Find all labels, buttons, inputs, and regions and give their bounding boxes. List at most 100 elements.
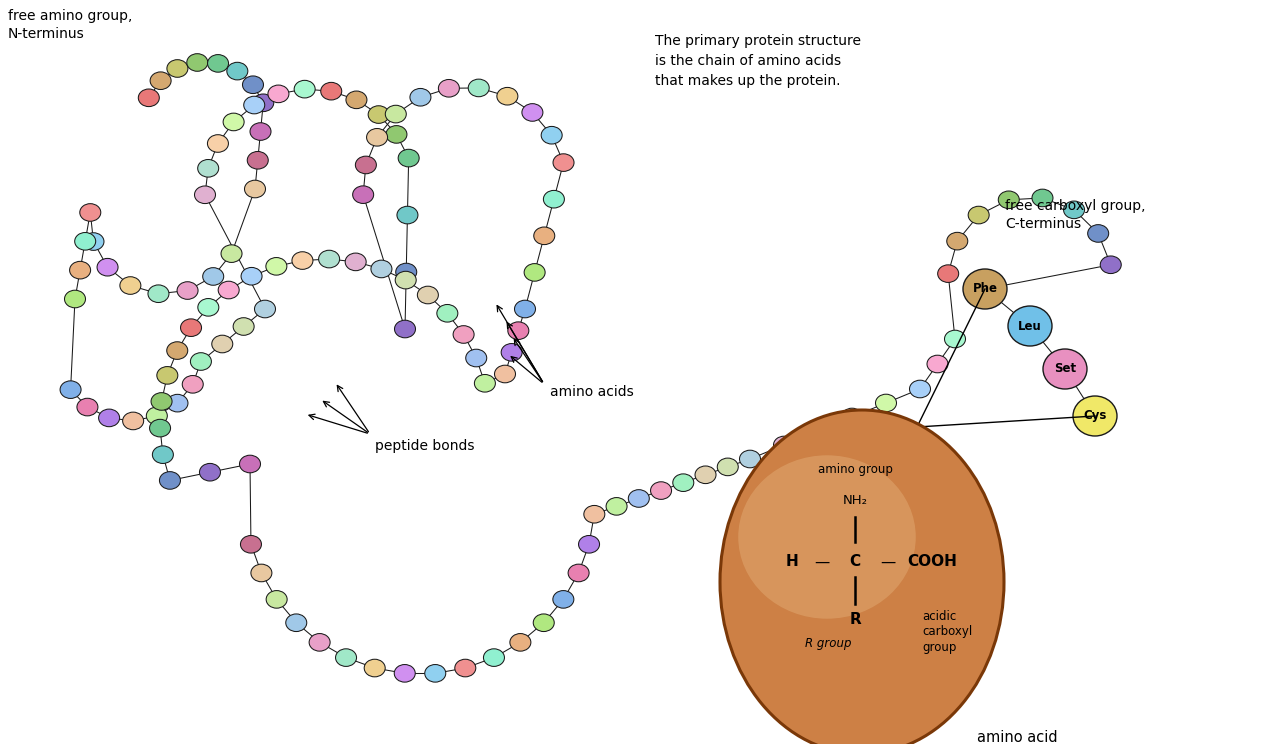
Ellipse shape xyxy=(963,269,1007,309)
Ellipse shape xyxy=(1031,189,1053,207)
Ellipse shape xyxy=(876,394,896,411)
Ellipse shape xyxy=(255,300,275,318)
Ellipse shape xyxy=(122,412,144,430)
Ellipse shape xyxy=(453,326,475,343)
Text: amino group: amino group xyxy=(818,464,892,476)
Ellipse shape xyxy=(475,374,495,392)
Ellipse shape xyxy=(397,206,418,224)
Ellipse shape xyxy=(207,135,229,153)
Ellipse shape xyxy=(285,614,307,632)
Ellipse shape xyxy=(198,298,219,316)
Ellipse shape xyxy=(147,407,167,425)
Ellipse shape xyxy=(468,79,489,97)
Text: free amino group,
N-terminus: free amino group, N-terminus xyxy=(8,9,132,42)
Ellipse shape xyxy=(841,408,863,426)
Text: COOH: COOH xyxy=(907,554,957,569)
Ellipse shape xyxy=(718,458,738,475)
Text: —: — xyxy=(881,554,895,569)
Ellipse shape xyxy=(808,422,828,440)
Ellipse shape xyxy=(1064,201,1084,219)
Ellipse shape xyxy=(437,304,458,322)
Ellipse shape xyxy=(219,281,239,299)
Ellipse shape xyxy=(509,634,531,651)
Ellipse shape xyxy=(99,409,120,427)
Ellipse shape xyxy=(139,89,159,106)
Ellipse shape xyxy=(909,380,931,398)
Ellipse shape xyxy=(319,250,340,268)
Ellipse shape xyxy=(207,54,229,72)
Ellipse shape xyxy=(60,381,81,399)
Ellipse shape xyxy=(395,320,415,338)
Ellipse shape xyxy=(249,123,271,141)
Ellipse shape xyxy=(495,365,516,383)
Ellipse shape xyxy=(355,156,377,174)
Ellipse shape xyxy=(364,659,386,677)
Ellipse shape xyxy=(183,376,203,393)
Ellipse shape xyxy=(266,591,287,608)
Ellipse shape xyxy=(150,393,172,410)
Ellipse shape xyxy=(159,472,180,490)
Ellipse shape xyxy=(244,180,265,198)
Ellipse shape xyxy=(629,490,649,507)
Ellipse shape xyxy=(253,94,274,112)
Ellipse shape xyxy=(149,420,171,437)
Ellipse shape xyxy=(167,341,188,359)
Text: The primary protein structure
is the chain of amino acids
that makes up the prot: The primary protein structure is the cha… xyxy=(655,34,862,88)
Ellipse shape xyxy=(466,349,486,367)
Text: Cys: Cys xyxy=(1083,409,1107,423)
Ellipse shape xyxy=(534,614,554,632)
Ellipse shape xyxy=(720,410,1004,744)
Text: amino acids: amino acids xyxy=(550,385,634,399)
Ellipse shape xyxy=(1008,306,1052,346)
Ellipse shape xyxy=(553,591,574,608)
Ellipse shape xyxy=(1073,396,1118,436)
Ellipse shape xyxy=(320,83,342,100)
Ellipse shape xyxy=(198,159,219,177)
Ellipse shape xyxy=(944,330,966,347)
Ellipse shape xyxy=(239,455,261,472)
Text: R group: R group xyxy=(805,638,851,650)
Ellipse shape xyxy=(167,60,188,77)
Ellipse shape xyxy=(267,85,289,103)
Ellipse shape xyxy=(396,263,417,280)
Text: R: R xyxy=(849,612,860,627)
Ellipse shape xyxy=(233,318,255,336)
Text: free carboxyl group,
C-terminus: free carboxyl group, C-terminus xyxy=(1004,199,1146,231)
Ellipse shape xyxy=(522,103,543,121)
Ellipse shape xyxy=(167,394,188,412)
Ellipse shape xyxy=(157,367,177,384)
Ellipse shape xyxy=(190,353,211,371)
Text: peptide bonds: peptide bonds xyxy=(376,439,475,453)
Ellipse shape xyxy=(336,649,356,667)
Ellipse shape xyxy=(152,446,174,464)
Ellipse shape xyxy=(399,150,419,167)
Ellipse shape xyxy=(266,257,287,275)
Ellipse shape xyxy=(194,186,216,204)
Ellipse shape xyxy=(514,300,535,318)
Ellipse shape xyxy=(739,450,760,468)
Ellipse shape xyxy=(203,268,224,285)
Ellipse shape xyxy=(606,498,628,515)
Text: Phe: Phe xyxy=(972,283,998,295)
Text: H: H xyxy=(786,554,799,569)
Ellipse shape xyxy=(80,204,100,221)
Ellipse shape xyxy=(148,285,168,303)
Ellipse shape xyxy=(77,398,98,416)
Ellipse shape xyxy=(738,455,916,619)
Ellipse shape xyxy=(694,466,716,484)
Ellipse shape xyxy=(247,152,269,169)
Ellipse shape xyxy=(75,233,95,250)
Ellipse shape xyxy=(568,564,589,582)
Ellipse shape xyxy=(439,80,459,97)
Ellipse shape xyxy=(998,191,1020,208)
Ellipse shape xyxy=(541,126,562,144)
Ellipse shape xyxy=(410,89,431,106)
Text: amino acid: amino acid xyxy=(977,730,1057,744)
Ellipse shape xyxy=(579,536,599,553)
Ellipse shape xyxy=(455,659,476,677)
Ellipse shape xyxy=(368,106,390,124)
Ellipse shape xyxy=(186,54,208,71)
Ellipse shape xyxy=(496,87,518,105)
Ellipse shape xyxy=(346,91,367,109)
Ellipse shape xyxy=(1101,256,1121,274)
